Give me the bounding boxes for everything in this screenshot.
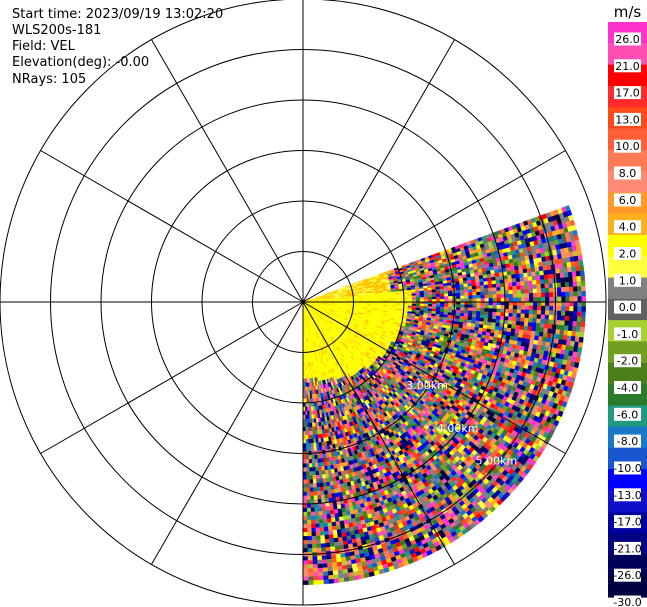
- colorbar-tick-bg: [614, 86, 641, 100]
- colorbar-tick-bg: [614, 300, 641, 314]
- colorbar-units: m/s: [614, 3, 642, 21]
- colorbar-tick-bg: [614, 434, 641, 448]
- colorbar-tick: -4.0: [617, 382, 638, 395]
- azimuth-spoke-210: [151, 301, 304, 565]
- colorbar-tick: -6.0: [617, 408, 638, 421]
- colorbar-tick: 26.0: [615, 33, 640, 46]
- colorbar-tick: 1.0: [619, 274, 637, 287]
- colorbar-tick: -13.0: [613, 489, 641, 502]
- azimuth-spoke-330: [151, 39, 304, 303]
- colorbar-tick: 6.0: [619, 194, 637, 207]
- colorbar-tick: 21.0: [615, 60, 640, 73]
- colorbar-tick: -8.0: [617, 435, 638, 448]
- ring-label: 3.00km: [406, 379, 448, 392]
- colorbar-tick-bg: [614, 407, 641, 421]
- colorbar-tick: 4.0: [619, 221, 637, 234]
- colorbar-tick: 0.0: [619, 301, 637, 314]
- nrays-label: NRays: 105: [12, 72, 87, 87]
- colorbar-tick: -2.0: [617, 355, 638, 368]
- colorbar-tick-bg: [614, 327, 641, 341]
- colorbar-tick: -26.0: [613, 569, 641, 582]
- colorbar-tick-bg: [614, 139, 641, 153]
- colorbar-tick-bg: [614, 112, 641, 126]
- colorbar-tick: 13.0: [615, 113, 640, 126]
- velocity-field: [302, 205, 586, 585]
- start-time-label: Start time: 2023/09/19 13:02:20: [12, 7, 224, 22]
- colorbar-tick-bg: [614, 166, 641, 180]
- colorbar-tick: 10.0: [615, 140, 640, 153]
- colorbar-tick-bg: [614, 488, 641, 502]
- azimuth-spoke-150: [302, 301, 455, 565]
- colorbar-tick: -17.0: [613, 516, 641, 529]
- azimuth-spoke-60: [302, 150, 566, 303]
- colorbar-tick-bg: [614, 220, 641, 234]
- colorbar-tick: 2.0: [619, 248, 637, 261]
- azimuth-spoke-120: [302, 301, 566, 454]
- colorbar-tick-bg: [614, 32, 641, 46]
- colorbar-tick-bg: [614, 461, 641, 475]
- colorbar-tick: -1.0: [617, 328, 638, 341]
- instrument-label: WLS200s-181: [12, 23, 102, 38]
- colorbar-segment: [608, 469, 647, 492]
- colorbar-tick-bg: [614, 568, 641, 582]
- field-label: Field: VEL: [12, 39, 75, 54]
- colorbar-tick-bg: [614, 193, 641, 207]
- colorbar-tick-bg: [614, 247, 641, 260]
- colorbar-tick-bg: [614, 273, 641, 287]
- colorbar-tick: -10.0: [613, 462, 641, 475]
- colorbar-segment: [608, 149, 647, 172]
- colorbar-segment: [608, 362, 647, 385]
- elevation-label: Elevation(deg): -0.00: [12, 55, 150, 70]
- colorbar-tick-bg: [614, 354, 641, 368]
- ring-label: 4.00km: [437, 422, 479, 435]
- colorbar-tick-bg: [614, 515, 641, 529]
- azimuth-spoke-300: [40, 150, 304, 303]
- colorbar-tick-bg: [614, 59, 641, 73]
- colorbar-tick: 8.0: [619, 167, 637, 180]
- colorbar-tick-bg: [614, 595, 641, 607]
- ring-label: 5.00km: [476, 454, 518, 467]
- colorbar-tick: -21.0: [613, 542, 641, 555]
- colorbar-tick: -30.0: [613, 596, 641, 607]
- azimuth-spoke-30: [302, 39, 455, 303]
- azimuth-spoke-240: [40, 301, 304, 454]
- colorbar-tick-bg: [614, 541, 641, 555]
- colorbar-tick: 17.0: [615, 87, 640, 100]
- colorbar-tick-bg: [614, 381, 641, 394]
- colorbar-segment: [608, 256, 647, 279]
